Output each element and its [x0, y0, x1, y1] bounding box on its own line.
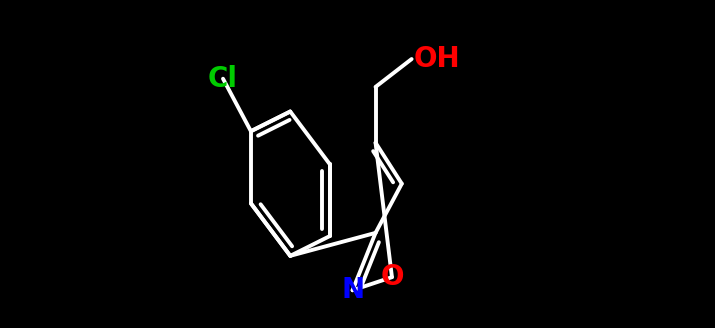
Text: N: N: [341, 276, 364, 304]
Text: O: O: [380, 263, 404, 291]
Text: OH: OH: [413, 45, 460, 73]
Text: Cl: Cl: [208, 65, 238, 93]
